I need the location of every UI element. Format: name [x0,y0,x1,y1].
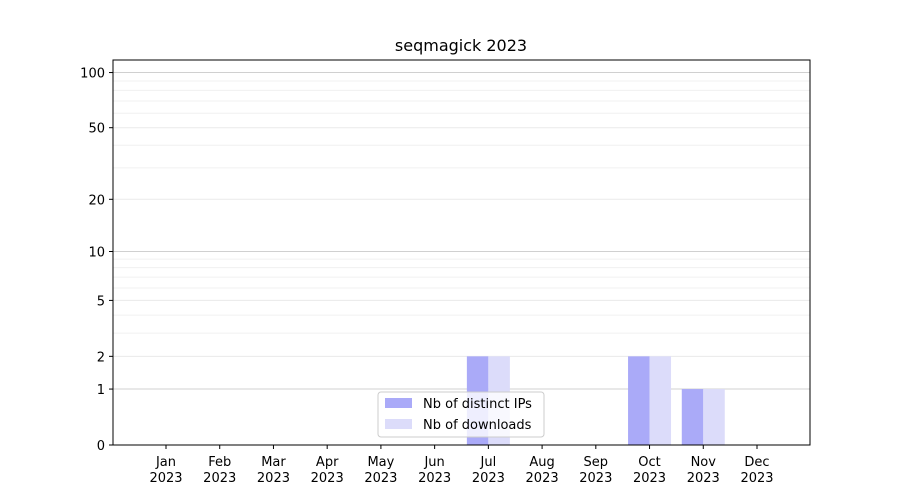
x-tick-label: Aug [529,455,554,470]
y-tick-label: 100 [80,67,105,82]
x-tick-label: Jan [155,455,176,470]
x-tick-label: 2023 [418,471,451,486]
x-tick-label: 2023 [364,471,397,486]
legend-swatch [385,398,412,408]
x-tick-label: Dec [744,455,769,470]
legend-label: Nb of distinct IPs [423,397,532,412]
y-tick-label: 5 [97,294,105,309]
x-tick-label: 2023 [203,471,236,486]
x-tick-label: 2023 [149,471,182,486]
x-tick-label: Jun [423,455,444,470]
x-tick-label: 2023 [526,471,559,486]
bar [703,389,725,445]
bar [681,389,704,445]
y-tick-label: 20 [88,193,105,208]
x-tick-label: Jul [480,455,497,470]
x-tick-label: 2023 [311,471,344,486]
legend-swatch [385,419,412,429]
x-tick-label: 2023 [687,471,720,486]
x-tick-label: Sep [584,455,609,470]
x-tick-label: Apr [316,455,339,470]
legend-label: Nb of downloads [423,418,532,433]
y-tick-label: 0 [97,439,105,454]
bar [628,356,650,445]
x-tick-label: 2023 [740,471,773,486]
chart-title: seqmagick 2023 [395,36,527,55]
x-tick-label: Oct [638,455,660,470]
y-tick-label: 50 [88,122,105,137]
y-tick-label: 2 [97,350,105,365]
bar [649,356,672,445]
plot-frame [112,59,811,446]
y-tick-label: 1 [97,383,105,398]
x-tick-label: 2023 [633,471,666,486]
legend-box [377,391,545,438]
x-tick-label: Nov [691,455,717,470]
y-tick-label: 10 [88,245,105,260]
x-tick-label: 2023 [257,471,290,486]
x-tick-label: May [367,455,394,470]
x-tick-label: Mar [261,455,286,470]
x-tick-label: Feb [208,455,231,470]
x-tick-label: 2023 [472,471,505,486]
x-tick-label: 2023 [579,471,612,486]
